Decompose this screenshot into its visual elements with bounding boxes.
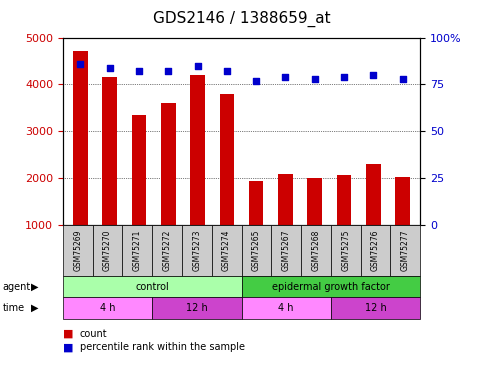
Bar: [220, 94, 234, 272]
Text: GSM75265: GSM75265: [252, 230, 261, 271]
Text: GSM75275: GSM75275: [341, 230, 350, 271]
Text: ▶: ▶: [31, 303, 39, 313]
Text: GSM75277: GSM75277: [401, 230, 410, 271]
Point: [399, 76, 407, 82]
Bar: [132, 116, 146, 272]
Point: [106, 64, 114, 70]
Bar: [278, 174, 293, 272]
Point: [164, 68, 172, 74]
Text: ■: ■: [63, 329, 73, 339]
Point: [340, 74, 348, 80]
Point: [252, 78, 260, 84]
Point: [223, 68, 231, 74]
Text: 4 h: 4 h: [278, 303, 294, 313]
Text: GSM75274: GSM75274: [222, 230, 231, 271]
Text: 12 h: 12 h: [365, 303, 386, 313]
Text: GSM75267: GSM75267: [282, 230, 291, 271]
Text: ■: ■: [63, 342, 73, 352]
Text: GSM75269: GSM75269: [73, 230, 82, 271]
Text: GSM75276: GSM75276: [371, 230, 380, 271]
Point: [194, 63, 201, 69]
Point: [311, 76, 319, 82]
Text: GSM75270: GSM75270: [103, 230, 112, 271]
Text: percentile rank within the sample: percentile rank within the sample: [80, 342, 245, 352]
Bar: [73, 51, 88, 272]
Bar: [249, 181, 263, 272]
Text: GSM75271: GSM75271: [133, 230, 142, 271]
Text: count: count: [80, 329, 107, 339]
Text: epidermal growth factor: epidermal growth factor: [272, 282, 390, 291]
Text: GDS2146 / 1388659_at: GDS2146 / 1388659_at: [153, 11, 330, 27]
Point: [135, 68, 143, 74]
Text: control: control: [135, 282, 169, 291]
Text: agent: agent: [2, 282, 30, 291]
Text: time: time: [2, 303, 25, 313]
Bar: [337, 176, 351, 272]
Text: GSM75268: GSM75268: [312, 230, 320, 271]
Bar: [395, 177, 410, 272]
Text: 4 h: 4 h: [99, 303, 115, 313]
Bar: [102, 77, 117, 272]
Bar: [307, 178, 322, 272]
Bar: [366, 164, 381, 272]
Text: 12 h: 12 h: [186, 303, 208, 313]
Bar: [161, 103, 176, 272]
Text: ▶: ▶: [31, 282, 39, 291]
Point: [76, 61, 84, 67]
Point: [369, 72, 377, 78]
Point: [282, 74, 289, 80]
Text: GSM75272: GSM75272: [163, 230, 171, 271]
Text: GSM75273: GSM75273: [192, 230, 201, 271]
Bar: [190, 75, 205, 272]
